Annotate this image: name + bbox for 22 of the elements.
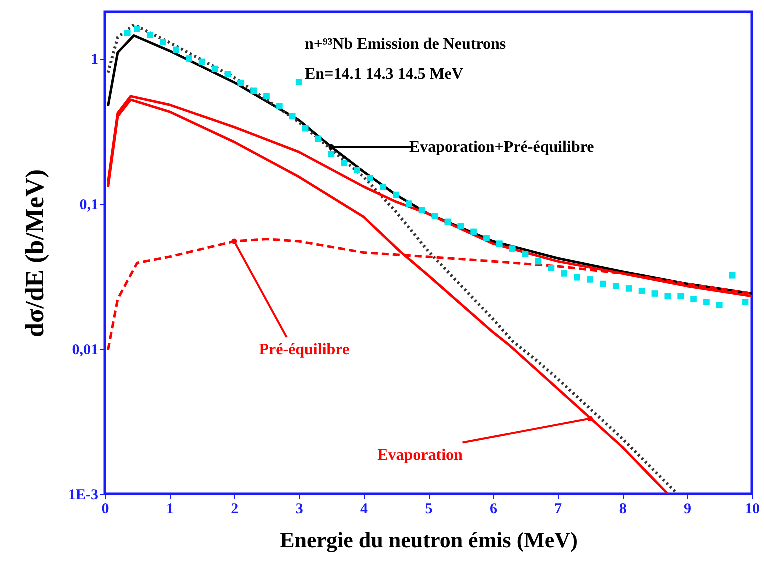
y-axis-title: dσ/dE (b/MeV) — [20, 170, 50, 338]
y-tick-label: 0,1 — [80, 197, 98, 214]
y-tick-label: 0,01 — [72, 342, 98, 358]
text: En=14.1 14.3 14.5 MeV — [305, 66, 464, 83]
x-tick-label: 0 — [102, 502, 110, 518]
x-tick-label: 8 — [619, 502, 627, 518]
x-tick-label: 10 — [745, 502, 760, 518]
x-tick-label: 3 — [296, 502, 304, 518]
y-tick-label: 1E-3 — [68, 488, 98, 504]
x-axis-title: Energie du neutron émis (MeV) — [280, 528, 578, 552]
x-tick-label: 9 — [684, 502, 692, 518]
x-tick-label: 1 — [166, 502, 174, 518]
annotation: Evaporation — [378, 446, 464, 464]
annotation: Pré-équilibre — [259, 342, 350, 358]
x-tick-label: 2 — [231, 502, 239, 518]
x-tick-label: 7 — [554, 502, 563, 518]
x-tick-label: 5 — [425, 502, 433, 518]
x-tick-label: 6 — [490, 502, 498, 518]
text: n+⁹³Nb Emission de Neutrons — [305, 36, 506, 53]
y-tick-label: 1 — [91, 52, 98, 68]
annotation: Evaporation+Pré-équilibre — [409, 139, 594, 156]
x-tick-label: 4 — [360, 502, 369, 518]
